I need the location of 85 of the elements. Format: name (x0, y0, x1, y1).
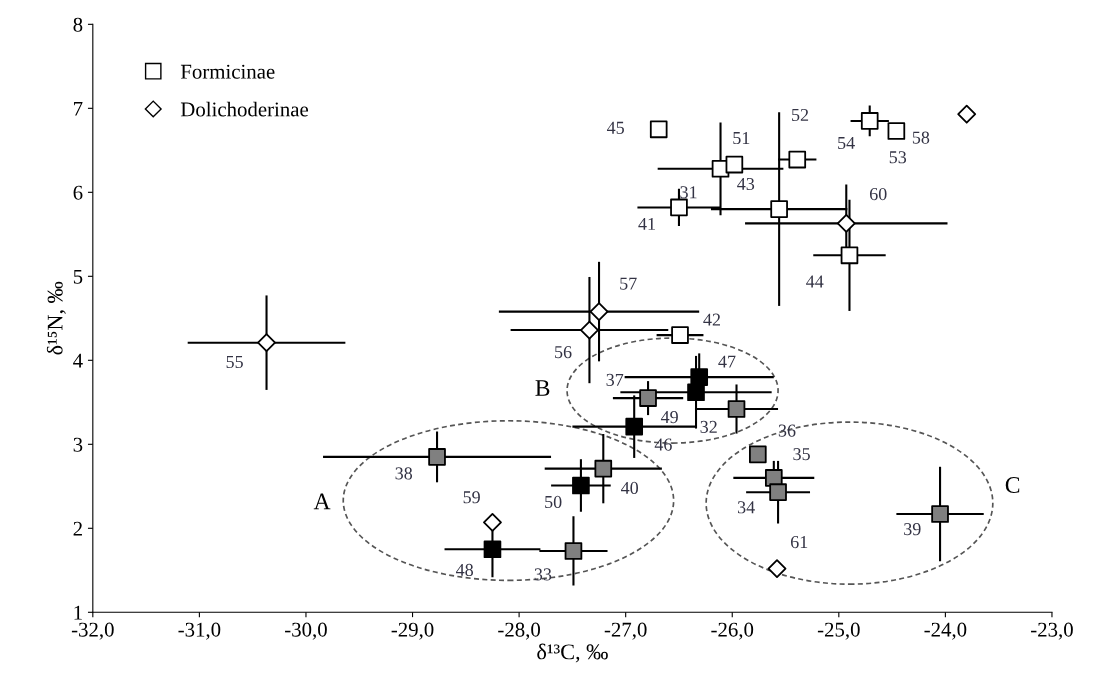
y-tick-label: 3 (73, 437, 83, 452)
annotation: 47 (718, 355, 736, 368)
annotation: 42 (703, 313, 720, 326)
y-tick-label: 1 (74, 605, 82, 620)
annotation: 50 (545, 495, 562, 509)
point (687, 383, 705, 402)
y-axis-title: δ¹⁵N, ‰ (46, 281, 66, 355)
annotation: 61 (790, 536, 808, 549)
annotation: 49 (660, 411, 678, 424)
point (257, 333, 276, 353)
x-tick-label: -30,0 (285, 622, 327, 640)
x-tick-label: -23,0 (1031, 622, 1073, 640)
annotation: 60 (869, 187, 887, 201)
point (727, 400, 746, 418)
annotation: 43 (737, 177, 755, 191)
point (749, 445, 767, 464)
annotation: C (1005, 477, 1020, 493)
point (931, 505, 949, 523)
annotation: 35 (793, 448, 810, 461)
annotation: 54 (838, 136, 855, 150)
annotation: 38 (395, 467, 413, 480)
y-tick-label: 8 (73, 17, 83, 32)
point (690, 368, 709, 386)
x-tick-label: -28,0 (498, 622, 541, 640)
annotation: 57 (620, 277, 637, 290)
x-tick-label: -26,0 (711, 622, 754, 640)
annotation: B (535, 380, 550, 396)
legend-label: Dolichoderinae (180, 101, 309, 117)
annotation: 32 (700, 420, 717, 433)
annotation: 40 (621, 481, 639, 495)
annotation: 33 (534, 568, 552, 581)
point (649, 120, 668, 139)
point (957, 104, 977, 124)
y-tick-label: 7 (74, 101, 83, 116)
y-tick-label: 4 (73, 353, 83, 368)
annotation: 31 (680, 186, 697, 199)
point (572, 476, 590, 495)
annotation: 59 (463, 491, 480, 504)
x-tick-label: -31,0 (178, 622, 221, 640)
legend-label: Formicinae (180, 64, 275, 79)
annotation: 48 (456, 563, 474, 577)
y-tick-label: 2 (73, 521, 82, 536)
point (725, 155, 744, 174)
point (564, 542, 583, 560)
point (580, 320, 599, 340)
annotation: 45 (606, 121, 624, 134)
point (836, 213, 856, 233)
annotation: 55 (226, 356, 243, 369)
annotation: 39 (904, 523, 921, 536)
point (887, 122, 906, 140)
point (639, 389, 657, 407)
point (671, 326, 689, 344)
point (594, 459, 613, 478)
point (625, 417, 644, 436)
annotation: 52 (792, 108, 809, 122)
y-tick-label: 6 (73, 185, 83, 200)
point (483, 540, 502, 559)
annotation: 58 (912, 131, 930, 144)
annotation: 41 (638, 217, 655, 230)
x-tick-label: -32,0 (71, 622, 114, 640)
point (788, 150, 807, 169)
annotation: 34 (737, 501, 755, 514)
y-tick-label: 5 (73, 269, 83, 284)
point (589, 302, 609, 322)
x-tick-label: -24,0 (924, 622, 967, 640)
point (670, 198, 688, 217)
annotation: 36 (778, 424, 796, 437)
annotation: 44 (806, 275, 824, 288)
x-tick-label: -25,0 (817, 622, 860, 640)
annotation: 53 (889, 151, 907, 164)
x-tick-label: -27,0 (604, 622, 647, 640)
point (860, 112, 879, 130)
x-tick-label: -29,0 (391, 622, 434, 640)
point (428, 448, 446, 466)
point (770, 200, 788, 218)
annotation: 56 (555, 346, 572, 359)
annotation: 37 (606, 373, 624, 386)
point (769, 483, 787, 502)
annotation: A (313, 493, 331, 510)
x-axis-title: δ¹³C, ‰ (537, 643, 608, 663)
point (483, 513, 502, 532)
point (767, 559, 787, 579)
point (840, 246, 859, 265)
annotation: 46 (654, 438, 672, 451)
annotation: 51 (733, 132, 750, 145)
